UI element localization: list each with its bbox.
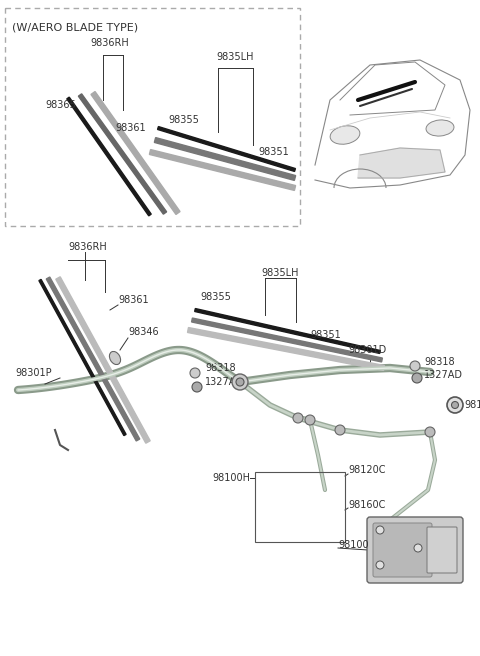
Text: 98355: 98355 [200,292,231,302]
Text: 98351: 98351 [258,147,289,157]
Text: 98355: 98355 [168,115,199,125]
Bar [255,472,345,542]
Text: 98361: 98361 [118,295,149,305]
Polygon shape [192,318,383,362]
Text: 98318: 98318 [424,357,455,367]
Text: 98131C: 98131C [464,400,480,410]
Ellipse shape [426,120,454,136]
Text: 98301P: 98301P [15,368,52,378]
Circle shape [425,427,435,437]
Text: 98100H: 98100H [212,473,250,483]
Circle shape [305,415,315,425]
Text: 98346: 98346 [128,327,158,337]
Polygon shape [195,308,380,354]
Text: 98365: 98365 [45,100,76,110]
Polygon shape [56,277,150,443]
Text: 98301D: 98301D [348,345,386,355]
Text: 1327AD: 1327AD [424,370,463,380]
Text: 98120C: 98120C [348,465,385,475]
FancyBboxPatch shape [373,523,432,577]
Circle shape [192,382,202,392]
Circle shape [236,378,244,386]
Circle shape [410,361,420,371]
Polygon shape [67,97,151,216]
Ellipse shape [109,352,120,365]
Circle shape [412,373,422,383]
Circle shape [232,374,248,390]
Polygon shape [39,279,126,436]
Polygon shape [78,94,167,214]
Text: 98361: 98361 [115,123,145,133]
Polygon shape [188,327,384,371]
Circle shape [190,368,200,378]
Ellipse shape [330,126,360,144]
Polygon shape [46,277,140,441]
Bar [5,8,300,226]
Circle shape [414,544,422,552]
Text: 9835LH: 9835LH [216,52,254,62]
Circle shape [376,561,384,569]
Polygon shape [155,138,296,180]
Text: 9836RH: 9836RH [91,38,130,48]
FancyBboxPatch shape [427,527,457,573]
Text: (W/AERO BLADE TYPE): (W/AERO BLADE TYPE) [12,22,138,32]
Text: 9836RH: 9836RH [68,242,107,252]
FancyBboxPatch shape [367,517,463,583]
Polygon shape [91,92,180,215]
Text: 98318: 98318 [205,363,236,373]
Circle shape [376,526,384,534]
Text: 98100: 98100 [338,540,369,550]
Circle shape [293,413,303,423]
Text: 98351: 98351 [310,330,341,340]
Circle shape [447,397,463,413]
Polygon shape [149,150,296,190]
Polygon shape [358,148,445,178]
Circle shape [452,401,458,409]
Circle shape [335,425,345,435]
Text: 98160C: 98160C [348,500,385,510]
Polygon shape [157,127,295,171]
Text: 9835LH: 9835LH [261,268,299,278]
Text: 1327AD: 1327AD [205,377,244,387]
